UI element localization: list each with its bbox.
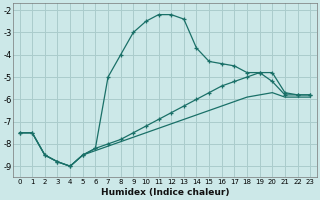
X-axis label: Humidex (Indice chaleur): Humidex (Indice chaleur) [100,188,229,197]
